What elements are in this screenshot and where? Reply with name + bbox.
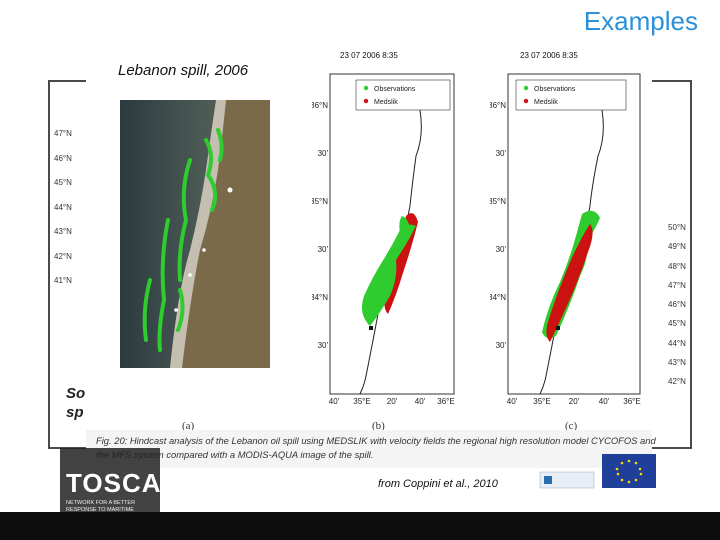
lat-tick: 34°N [312, 293, 328, 302]
map-timestamp: 23 07 2006 8:35 [520, 51, 578, 60]
footer-bar [0, 512, 720, 540]
lon-tick: 40' [599, 397, 610, 406]
observations-marker [363, 85, 369, 91]
lat-label: 47°N [54, 129, 72, 138]
lon-tick: 20' [569, 397, 580, 406]
lat-tick: 35°N [312, 197, 328, 206]
subfigure-label: (c) [565, 420, 578, 432]
lat-tick: 30' [496, 245, 507, 254]
legend-label: Observations [534, 86, 576, 93]
caption-fragment-line: sp [66, 404, 84, 421]
partner-logo-mark [544, 476, 552, 484]
lon-tick: 20' [387, 397, 398, 406]
lat-label: 46°N [54, 153, 72, 163]
lon-tick: 40' [507, 397, 518, 406]
lon-tick: 36°E [623, 397, 640, 406]
figure-caption: Fig. 20: Hindcast analysis of the Lebano… [96, 435, 656, 460]
lat-label: 44°N [54, 202, 72, 212]
tosca-logo: TOSCA [66, 468, 162, 498]
medslik-marker [523, 98, 529, 104]
background-caption-fragment: So sp [66, 384, 85, 422]
lat-tick: 34°N [490, 293, 506, 302]
observed-slick [399, 216, 410, 234]
medslik-slick [546, 224, 593, 342]
lat-label: 50°N [668, 223, 686, 232]
eu-flag-stars [615, 459, 643, 484]
model-map-c: 23 07 2006 8:35 Observations Medslik 36°… [490, 46, 650, 416]
lat-tick: 30' [496, 341, 507, 350]
legend-label: Medslik [534, 99, 558, 106]
lon-tick: 40' [415, 397, 426, 406]
lat-label: 43°N [668, 358, 686, 368]
map-legend [515, 79, 627, 111]
lat-tick: 30' [318, 341, 329, 350]
lat-tick: 36°N [490, 101, 506, 110]
lat-label: 45°N [54, 178, 72, 187]
lon-tick: 40' [329, 397, 340, 406]
slide-title: Examples [583, 6, 698, 36]
lat-label: 43°N [54, 227, 72, 236]
lat-label: 42°N [668, 377, 686, 387]
eu-funding-logos [539, 454, 656, 489]
spill-source-marker [556, 326, 560, 330]
observations-marker [523, 85, 529, 91]
background-lat-labels-right: 50°N 49°N 48°N 47°N 46°N 45°N 44°N 43°N … [668, 218, 686, 392]
lat-tick: 35°N [490, 197, 506, 206]
satellite-image [120, 100, 270, 368]
model-map-b: 23 07 2006 8:35 Observations Medslik 36°… [312, 46, 462, 416]
lat-label: 46°N [668, 300, 686, 310]
lat-label: 44°N [668, 338, 686, 348]
lat-label: 41°N [54, 276, 72, 285]
map-axes [329, 73, 455, 395]
map-legend [355, 79, 451, 111]
citation: from Coppini et al., 2010 [378, 478, 498, 490]
lat-tick: 30' [318, 149, 329, 158]
legend-label: Medslik [374, 99, 398, 106]
lat-tick: 30' [496, 149, 507, 158]
lat-tick: 30' [318, 245, 329, 254]
lat-label: 42°N [54, 251, 72, 261]
subfigure-label: (a) [182, 420, 195, 432]
lat-tick: 36°N [312, 101, 328, 110]
lat-label: 49°N [668, 242, 686, 252]
photo-label: Lebanon spill, 2006 [118, 62, 249, 79]
spill-source-marker [369, 326, 373, 330]
tosca-logo-background [60, 448, 160, 514]
legend-label: Observations [374, 86, 416, 93]
lat-label: 45°N [668, 319, 686, 329]
caption-box [86, 430, 652, 468]
caption-fragment-line: So [66, 385, 86, 402]
lon-tick: 35°E [533, 397, 550, 406]
lon-tick: 35°E [353, 397, 370, 406]
lon-tick: 36°E [437, 397, 454, 406]
map-axes [507, 73, 641, 395]
observed-slick [362, 224, 416, 326]
map-timestamp: 23 07 2006 8:35 [340, 51, 398, 60]
lat-label: 47°N [668, 280, 686, 290]
partner-logo [539, 471, 595, 489]
background-lat-labels-left: 47°N 46°N 45°N 44°N 43°N 42°N 41°N [54, 122, 72, 294]
subfigure-label: (b) [372, 420, 385, 432]
medslik-marker [363, 98, 369, 104]
lat-label: 48°N [668, 261, 686, 271]
